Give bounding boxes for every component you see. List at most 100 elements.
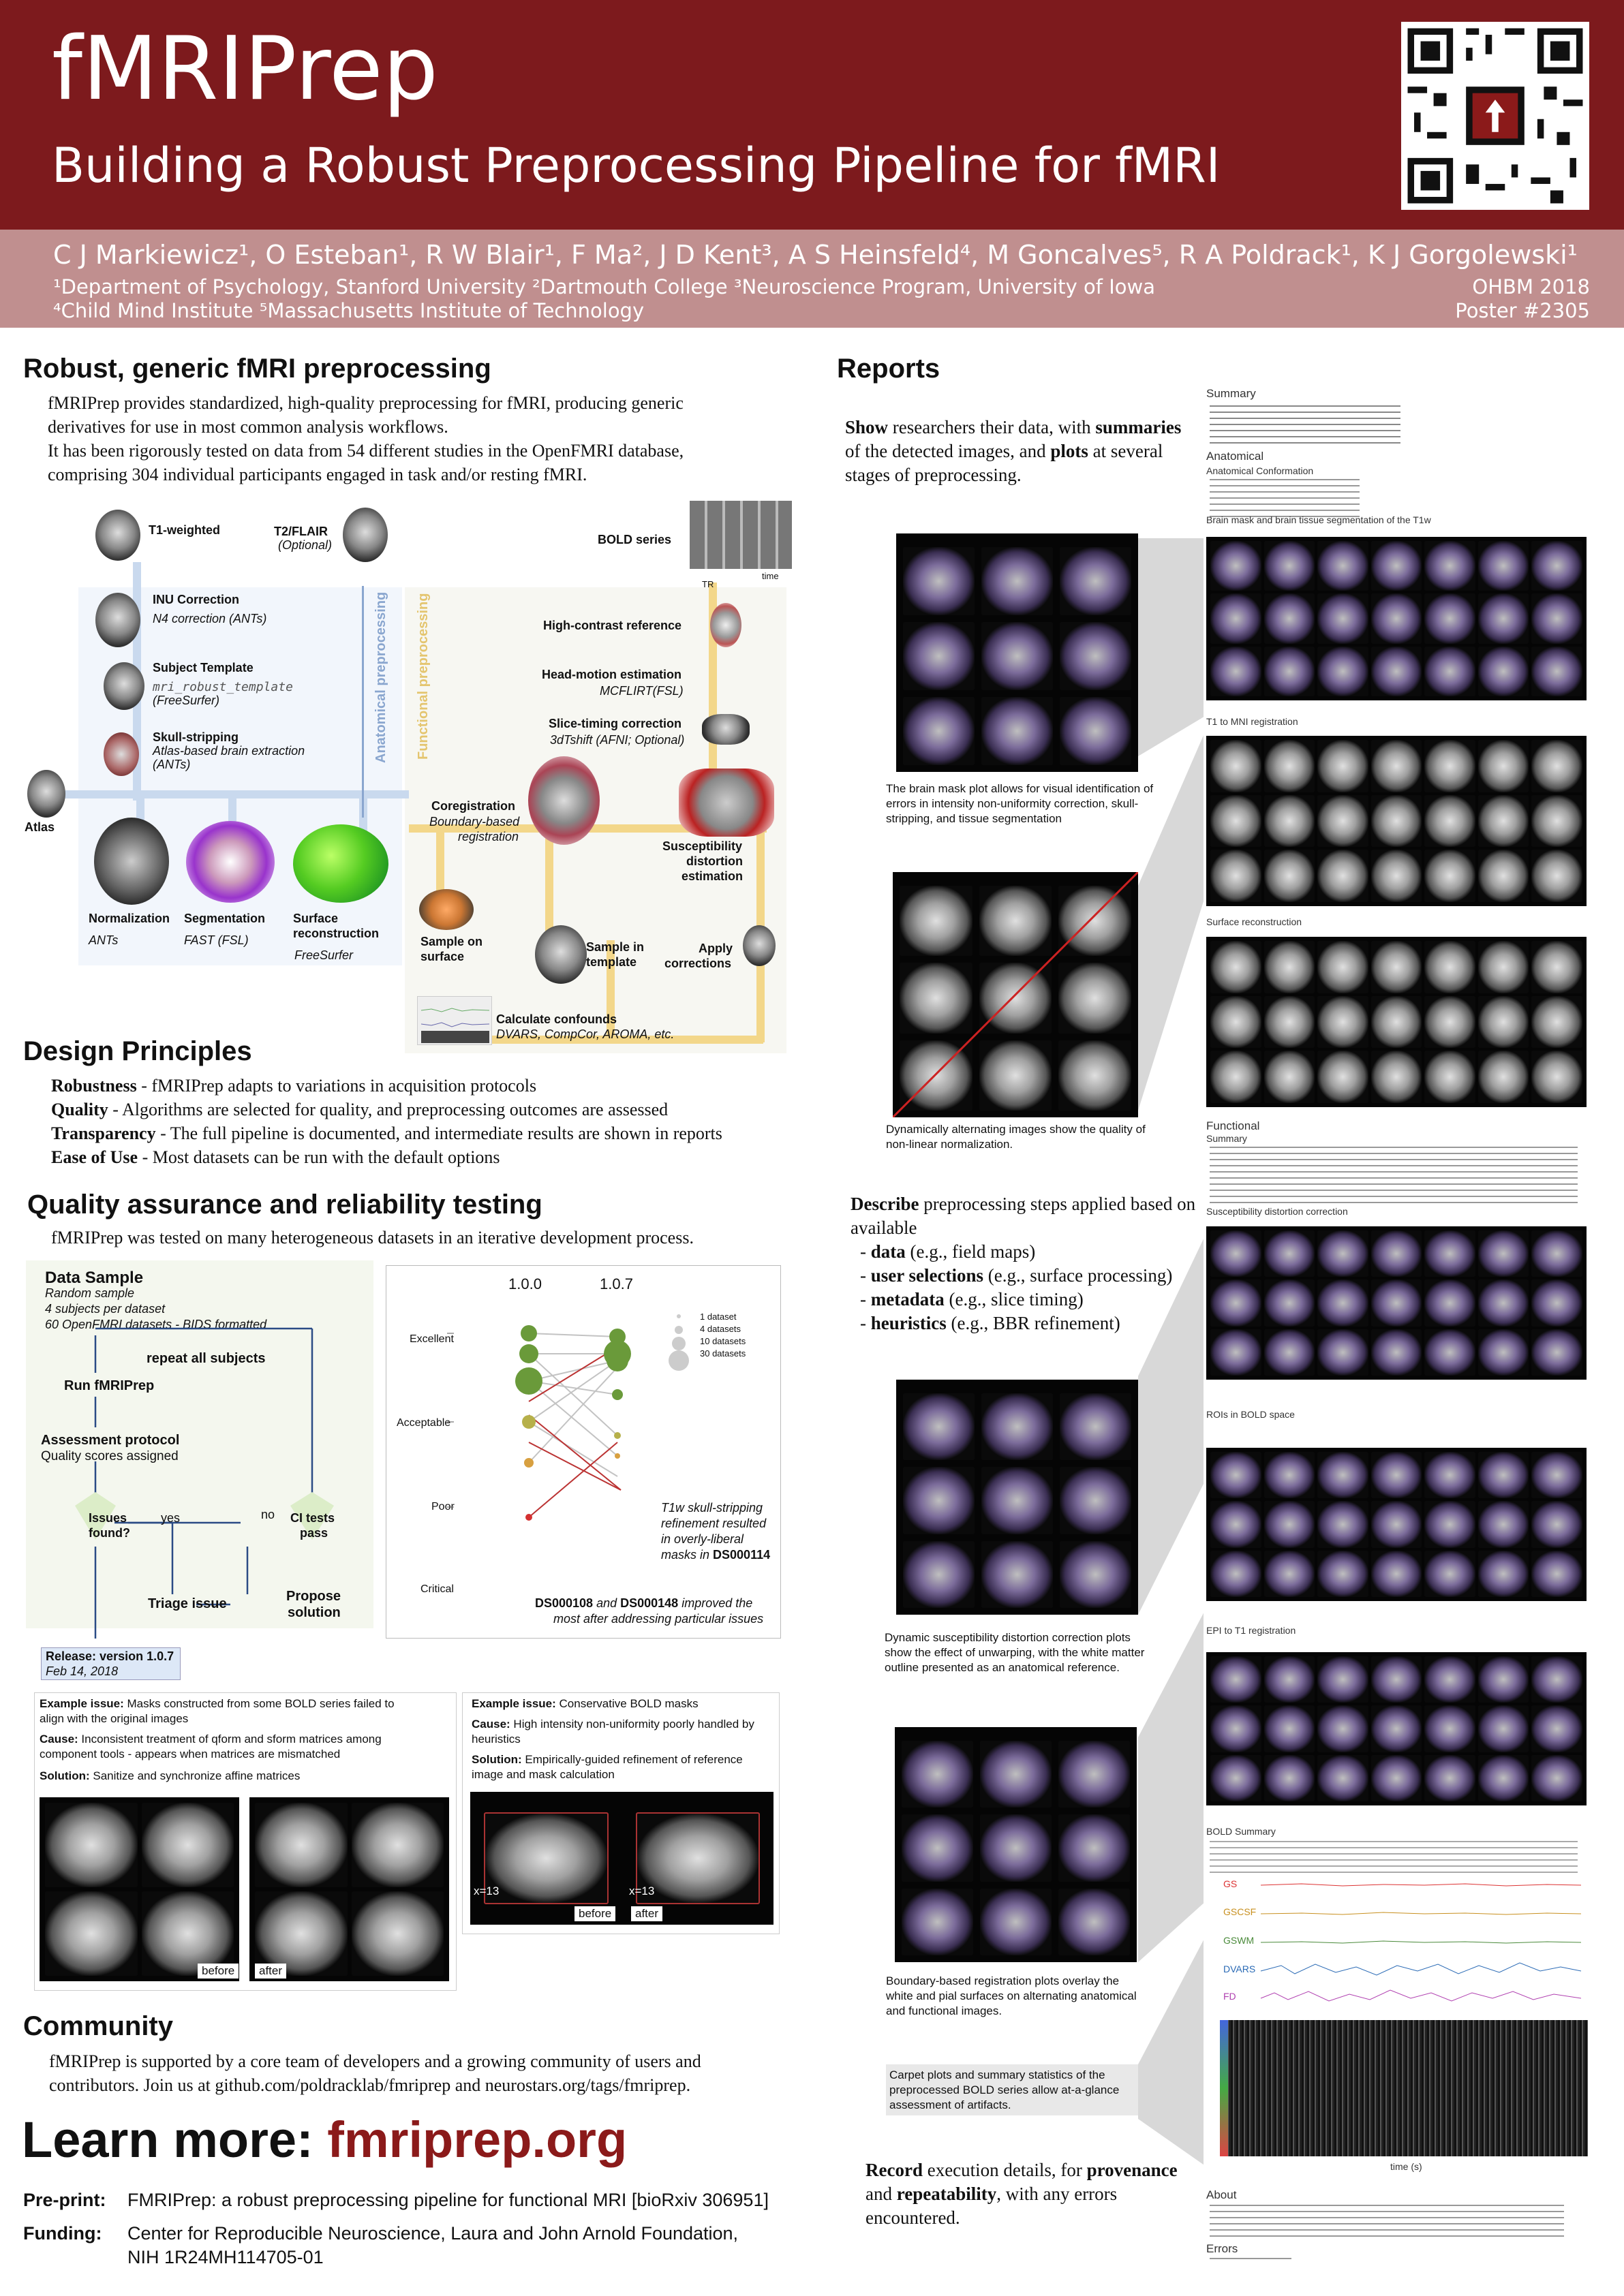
example-1-after-label: after bbox=[255, 1964, 287, 1979]
chart-annotation-2: DS000108 and DS000148 improved the bbox=[535, 1596, 753, 1610]
sample-surface-label-2: surface bbox=[420, 950, 465, 963]
atlas-label: Atlas bbox=[25, 820, 55, 834]
confounds-label: Calculate confounds bbox=[496, 1012, 617, 1026]
report-summary-heading: Summary bbox=[1206, 387, 1256, 400]
design-principles-list: Robustness - fMRIPrep adapts to variatio… bbox=[51, 1074, 773, 1169]
skull-label: Skull-stripping bbox=[153, 730, 239, 744]
flow-repeat: repeat all subjects bbox=[147, 1351, 266, 1366]
stc-image bbox=[702, 714, 750, 745]
normalization-label: Normalization bbox=[89, 912, 170, 925]
report-anatomical-heading: Anatomical bbox=[1206, 450, 1264, 463]
carpet-traces bbox=[1260, 1883, 1582, 2002]
sdc-label-2: distortion bbox=[686, 854, 743, 868]
carpet-plot bbox=[1220, 2020, 1588, 2156]
sample-template-label-2: template bbox=[586, 955, 637, 969]
flow-triage: Triage issue bbox=[148, 1596, 227, 1611]
anatomical-label: Anatomical preprocessing bbox=[373, 591, 388, 763]
report-func-summary: Summary bbox=[1206, 1133, 1247, 1144]
preprint-text: FMRIPrep: a robust preprocessing pipelin… bbox=[127, 2190, 769, 2210]
report-about-heading: About bbox=[1206, 2188, 1237, 2201]
tr-label: TR bbox=[702, 579, 714, 589]
carpet-dvars-label: DVARS bbox=[1223, 1964, 1256, 1974]
bold-label: BOLD series bbox=[598, 533, 672, 546]
skull-tool: Atlas-based brain extraction bbox=[153, 744, 305, 758]
release-badge bbox=[41, 1647, 181, 1680]
describe-item-3: - heuristics (e.g., BBR refinement) bbox=[860, 1313, 1120, 1333]
report-t1mni-panel bbox=[1206, 736, 1587, 906]
chart-version-1: 1.0.0 bbox=[508, 1275, 542, 1292]
t1-brain-image bbox=[95, 510, 140, 561]
brain-mask-plot bbox=[896, 533, 1138, 772]
caption-brain-mask: The brain mask plot allows for visual id… bbox=[886, 782, 1154, 825]
carpet-fd-label: FD bbox=[1223, 1991, 1236, 2002]
template-tool: mri_robust_template bbox=[153, 680, 293, 694]
surface-label-2: reconstruction bbox=[293, 927, 380, 940]
sdc-label: Susceptibility bbox=[662, 839, 743, 853]
report-sdc-panel bbox=[1206, 1226, 1587, 1380]
learn-more-link[interactable]: fmriprep.org bbox=[327, 2111, 628, 2168]
stc-tool: 3dTshift (AFNI; Optional) bbox=[550, 733, 685, 747]
inu-label: INU Correction bbox=[153, 593, 240, 606]
section-title-community: Community bbox=[23, 2011, 173, 2041]
normalization-plot bbox=[893, 872, 1138, 1117]
example-1-before-label: before bbox=[198, 1964, 239, 1979]
coreg-tool-2: registration bbox=[458, 830, 519, 843]
caption-bbr: Boundary-based registration plots overla… bbox=[886, 1974, 1137, 2017]
chart-legend-4: 4 datasets bbox=[700, 1324, 741, 1334]
poster-header bbox=[0, 0, 1624, 230]
flow-issues: Issues bbox=[89, 1511, 127, 1525]
section-title-robust: Robust, generic fMRI preprocessing bbox=[23, 354, 491, 384]
callout-wedges bbox=[1138, 538, 1206, 2167]
flow-run: Run fMRIPrep bbox=[64, 1378, 155, 1393]
report-epi-heading: EPI to T1 registration bbox=[1206, 1625, 1296, 1636]
normalization-tool: ANTs bbox=[89, 933, 119, 947]
surface-label: Surface bbox=[293, 912, 339, 925]
template-brain-image bbox=[104, 662, 144, 710]
report-sdc-heading: Susceptibility distortion correction bbox=[1206, 1206, 1348, 1217]
example-2-after-label: after bbox=[631, 1906, 663, 1921]
flow-sample-title: Data Sample bbox=[45, 1269, 144, 1287]
flow-propose: Propose bbox=[286, 1589, 341, 1604]
example-2-coord-1: x=13 bbox=[474, 1884, 500, 1897]
report-rois-panel bbox=[1206, 1448, 1587, 1601]
qr-code[interactable] bbox=[1401, 22, 1589, 210]
flowchart-arrows bbox=[75, 1327, 334, 1639]
atlas-brain-image bbox=[27, 770, 65, 818]
time-label: time bbox=[762, 571, 779, 581]
example-2-before-label: before bbox=[574, 1906, 616, 1921]
report-anat-conformation: Anatomical Conformation bbox=[1206, 465, 1314, 476]
report-mask-panel bbox=[1206, 537, 1587, 700]
t2-optional: (Optional) bbox=[278, 538, 333, 552]
apply-label-2: corrections bbox=[664, 957, 732, 970]
poster-number: Poster #2305 bbox=[1455, 299, 1590, 322]
sample-surface-image bbox=[419, 889, 474, 930]
preprint-label: Pre-print: bbox=[23, 2190, 106, 2210]
flow-sample-1: Random sample bbox=[45, 1286, 135, 1300]
describe-item-1: - user selections (e.g., surface process… bbox=[860, 1265, 1173, 1286]
sample-template-image bbox=[535, 925, 587, 984]
flow-issues-2: found? bbox=[89, 1526, 130, 1540]
example-2-frame bbox=[462, 1692, 780, 1934]
example-1-solution: Solution: Sanitize and synchronize affin… bbox=[40, 1769, 301, 1782]
bbr-plot bbox=[895, 1727, 1137, 1962]
chart-legend-1: 1 dataset bbox=[700, 1312, 737, 1322]
stc-label: Slice-timing correction bbox=[549, 717, 682, 730]
intro-paragraph-2: It has been rigorously tested on data fr… bbox=[48, 441, 684, 484]
flow-assess: Assessment protocol bbox=[41, 1433, 180, 1448]
caption-carpet: Carpet plots and summary statistics of t… bbox=[889, 2068, 1120, 2111]
coreg-tool: Boundary-based bbox=[429, 815, 520, 828]
intro-paragraph-1: fMRIPrep provides standardized, high-qua… bbox=[48, 393, 684, 437]
report-t1mni-heading: T1 to MNI registration bbox=[1206, 716, 1298, 727]
funding-text-1: Center for Reproducible Neuroscience, La… bbox=[127, 2223, 739, 2244]
chart-annotation-1a: T1w skull-stripping bbox=[661, 1501, 763, 1515]
carpet-gswm-label: GSWM bbox=[1223, 1935, 1255, 1946]
sample-template-label: Sample in bbox=[586, 940, 645, 954]
segmentation-image bbox=[186, 821, 275, 903]
chart-annotation-1d: masks in DS000114 bbox=[661, 1548, 771, 1562]
normalization-image bbox=[94, 818, 169, 905]
chart-legend-30: 30 datasets bbox=[700, 1348, 746, 1359]
describe-item-2: - metadata (e.g., slice timing) bbox=[860, 1289, 1084, 1309]
design-principle-3: Ease of Use - Most datasets can be run w… bbox=[51, 1147, 500, 1167]
qa-chart bbox=[447, 1314, 689, 1521]
report-surface-heading: Surface reconstruction bbox=[1206, 916, 1302, 927]
